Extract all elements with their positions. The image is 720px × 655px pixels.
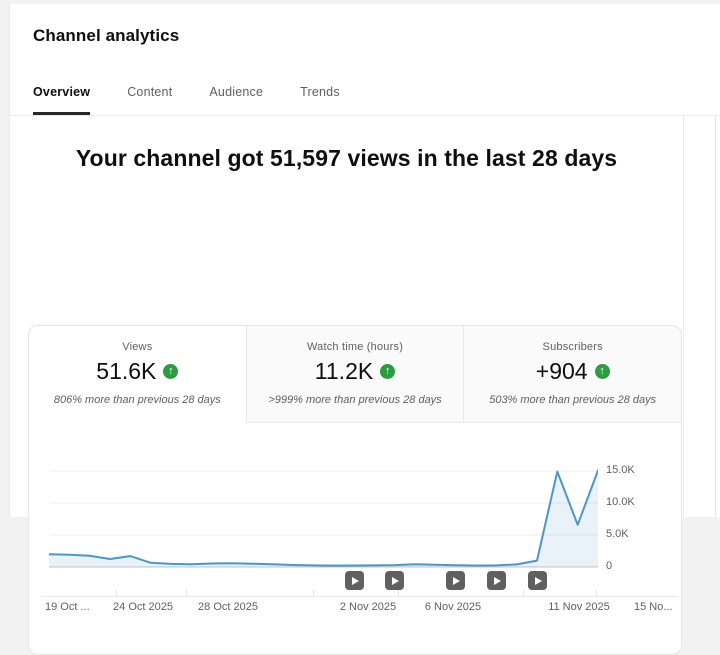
x-axis-label: 15 No...: [634, 601, 673, 613]
play-icon: [392, 576, 399, 585]
analytics-card: Views 51.6K ↑ 806% more than previous 28…: [28, 325, 682, 655]
main-panel: Channel analytics Overview Content Audie…: [10, 4, 720, 655]
metric-value: +904: [535, 358, 588, 384]
x-axis-label: 2 Nov 2025: [339, 601, 397, 613]
x-axis-tick: [523, 590, 524, 596]
x-axis-label: 11 Nov 2025: [548, 601, 610, 613]
metric-note: 503% more than previous 28 days: [489, 394, 657, 406]
metric-tabs: Views 51.6K ↑ 806% more than previous 28…: [29, 326, 682, 423]
tab-trends[interactable]: Trends: [300, 85, 340, 99]
x-axis-tick: [186, 590, 187, 596]
metric-note: >999% more than previous 28 days: [268, 394, 442, 406]
metric-value: 51.6K: [96, 358, 157, 384]
y-axis-label: 0: [606, 560, 613, 572]
tab-overview[interactable]: Overview: [33, 75, 91, 115]
y-axis-label: 15.0K: [606, 464, 635, 476]
views-chart: 0 5.0K 10.0K 15.0K 19 Oct ... 24 Oct 2025 28 O…: [29, 423, 681, 654]
analytics-header: Channel analytics Overview Content Audie…: [10, 4, 720, 116]
video-marker[interactable]: [528, 571, 547, 590]
metric-label: Watch time (hours): [306, 341, 404, 353]
metric-value: 11.2K: [314, 358, 374, 384]
up-arrow-icon: ↑: [594, 364, 610, 379]
metric-note: 806% more than previous 28 days: [53, 394, 221, 406]
x-axis-label: 19 Oct ...: [45, 601, 90, 613]
video-marker[interactable]: [446, 571, 465, 590]
chart-plot[interactable]: [49, 457, 598, 569]
play-icon: [535, 576, 542, 585]
x-axis-tick: [116, 590, 117, 596]
x-axis-tick: [313, 590, 314, 596]
headline: Your channel got 51,597 views in the las…: [75, 145, 618, 171]
x-axis-tick: [596, 590, 597, 596]
x-axis: [41, 596, 678, 597]
y-axis-label: 5.0K: [606, 528, 629, 540]
play-icon: [352, 576, 359, 585]
y-axis-label: 10.0K: [606, 496, 635, 508]
metric-card-subscribers[interactable]: Subscribers +904 ↑ 503% more than previo…: [463, 326, 682, 423]
video-marker[interactable]: [487, 571, 506, 590]
play-icon: [494, 576, 501, 585]
scrollbar[interactable]: [683, 116, 716, 517]
metric-card-watch-time[interactable]: Watch time (hours) 11.2K ↑ >999% more th…: [245, 326, 464, 423]
x-axis-label: 6 Nov 2025: [424, 601, 482, 613]
play-icon: [453, 576, 460, 585]
x-axis-tick: [398, 590, 399, 596]
metric-label: Views: [122, 341, 153, 353]
metric-label: Subscribers: [542, 341, 603, 353]
up-arrow-icon: ↑: [380, 364, 396, 379]
x-axis-label: 28 Oct 2025: [198, 601, 258, 613]
metric-card-views[interactable]: Views 51.6K ↑ 806% more than previous 28…: [29, 326, 246, 423]
analytics-tabs: Overview Content Audience Trends: [33, 75, 377, 115]
page-title: Channel analytics: [33, 26, 180, 45]
tab-audience[interactable]: Audience: [209, 85, 264, 99]
video-marker[interactable]: [385, 571, 404, 590]
overview-content: Your channel got 51,597 views in the las…: [10, 116, 683, 655]
video-marker[interactable]: [345, 571, 364, 590]
tab-content[interactable]: Content: [127, 85, 173, 99]
x-axis-label: 24 Oct 2025: [113, 601, 173, 613]
up-arrow-icon: ↑: [163, 364, 179, 379]
